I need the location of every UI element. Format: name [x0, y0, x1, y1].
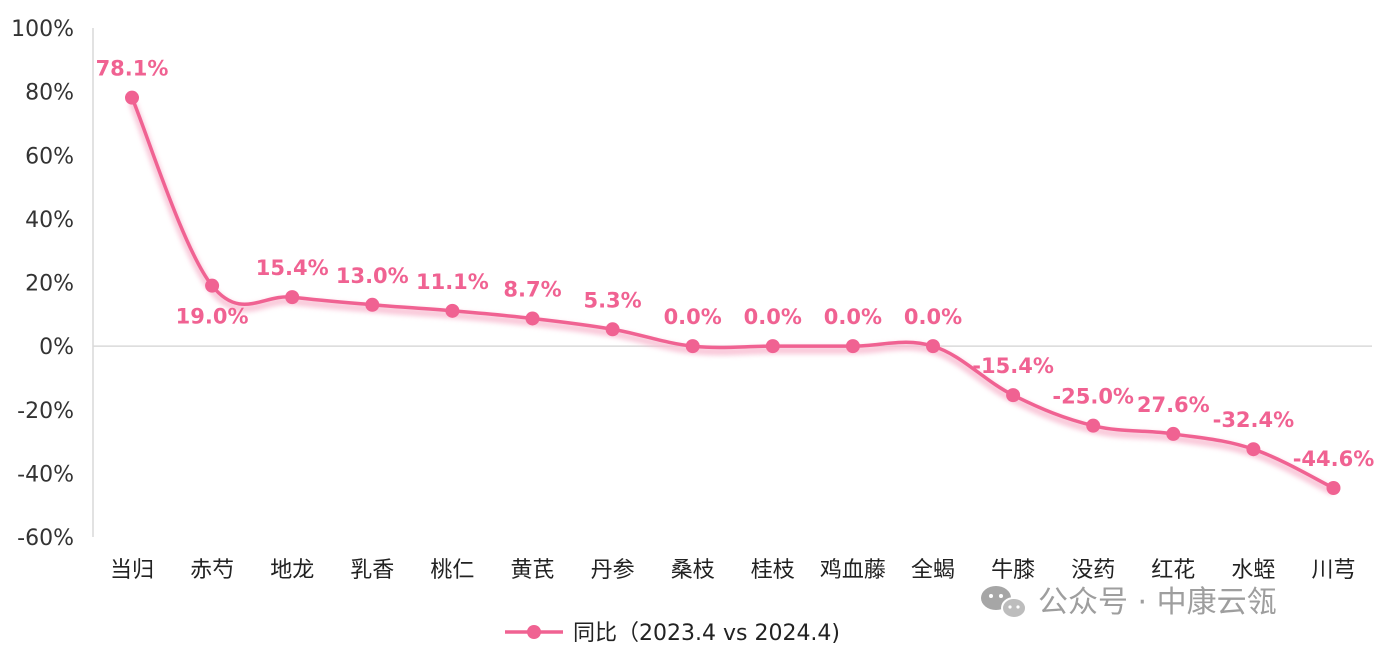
- x-category-label: 乳香: [350, 558, 394, 583]
- data-point: [125, 90, 139, 105]
- y-tick-label: 100%: [11, 17, 74, 42]
- data-label: 15.4%: [256, 256, 329, 280]
- x-category-label: 丹参: [591, 558, 635, 583]
- data-point: [926, 339, 940, 354]
- data-point: [285, 290, 300, 305]
- data-label: 78.1%: [96, 57, 169, 81]
- data-label: -44.6%: [1293, 447, 1375, 471]
- legend: 同比（2023.4 vs 2024.4): [505, 621, 840, 646]
- data-label: 0.0%: [744, 305, 802, 329]
- data-label: 0.0%: [664, 305, 722, 329]
- x-category-label: 地龙: [270, 558, 314, 583]
- x-category-label: 川芎: [1311, 558, 1355, 583]
- y-tick-label: -20%: [17, 399, 74, 424]
- x-category-label: 桑枝: [671, 558, 715, 583]
- data-point: [205, 278, 220, 293]
- y-tick-label: -60%: [17, 526, 74, 551]
- x-category-label: 牛膝: [991, 558, 1035, 583]
- x-category-label: 红花: [1151, 558, 1195, 583]
- y-tick-label: -40%: [17, 462, 74, 487]
- series-line: [130, 96, 1335, 490]
- data-label: -15.4%: [972, 354, 1054, 378]
- data-label: 5.3%: [583, 288, 641, 312]
- x-category-label: 当归: [110, 558, 154, 583]
- data-label: 13.0%: [336, 264, 409, 288]
- legend-dot-marker: [527, 625, 541, 639]
- x-category-label: 没药: [1071, 558, 1115, 583]
- data-label: 27.6%: [1137, 393, 1210, 417]
- x-category-label: 赤芍: [190, 558, 234, 583]
- y-axis-ticks: 100% 80% 60% 40% 20% 0% -20% -40% -60%: [11, 17, 74, 551]
- data-point: [685, 339, 700, 354]
- data-label: 19.0%: [176, 305, 249, 329]
- data-label: -25.0%: [1052, 385, 1134, 409]
- data-label: -32.4%: [1213, 408, 1295, 432]
- x-category-label: 桃仁: [430, 558, 474, 583]
- x-axis-labels: 当归 赤芍 地龙 乳香 桃仁 黄芪 丹参 桑枝 桂枝 鸡血藤 全蝎 牛膝 没药 红花 水蛭 川芎: [110, 558, 1356, 583]
- data-point: [1166, 426, 1181, 441]
- data-point: [1086, 418, 1101, 433]
- y-tick-label: 40%: [25, 208, 74, 233]
- data-label: 8.7%: [503, 277, 561, 301]
- x-category-label: 黄芪: [510, 558, 554, 583]
- x-category-label: 水蛭: [1231, 558, 1275, 583]
- data-point: [765, 339, 780, 354]
- y-tick-label: 60%: [25, 144, 74, 169]
- data-label: 11.1%: [416, 270, 489, 294]
- watermark: 公众号 · 中康云瓴: [981, 585, 1277, 620]
- x-category-label: 全蝎: [911, 558, 955, 583]
- x-category-label: 桂枝: [751, 558, 795, 583]
- data-point: [365, 297, 380, 312]
- y-tick-label: 0%: [39, 335, 74, 360]
- data-point: [1006, 388, 1021, 403]
- data-points: [125, 90, 1341, 496]
- data-point: [1326, 481, 1341, 496]
- data-point: [445, 303, 460, 318]
- data-labels: 78.1% 19.0% 15.4% 13.0% 11.1% 8.7% 5.3% 0.0% 0.0…: [96, 57, 1375, 471]
- legend-label: 同比（2023.4 vs 2024.4): [573, 621, 840, 646]
- y-tick-label: 80%: [25, 81, 74, 106]
- data-point: [1246, 442, 1261, 457]
- data-point: [605, 322, 620, 337]
- watermark-text: 公众号 · 中康云瓴: [1038, 585, 1277, 620]
- data-label: 0.0%: [904, 305, 962, 329]
- data-point: [845, 339, 860, 354]
- x-category-label: 鸡血藤: [820, 558, 886, 583]
- data-label: 0.0%: [824, 305, 882, 329]
- y-tick-label: 20%: [25, 272, 74, 297]
- wechat-icon: [981, 586, 1027, 619]
- data-point: [525, 311, 540, 326]
